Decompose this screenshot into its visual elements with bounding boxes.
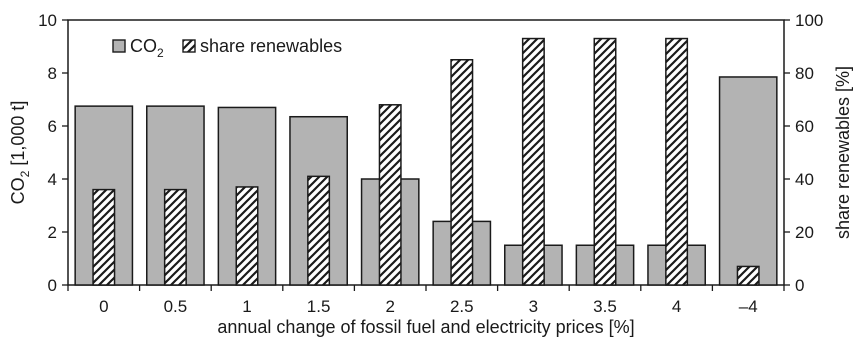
legend-swatch-share-renewables <box>182 39 196 53</box>
x-tick-label: 1 <box>242 297 251 316</box>
x-tick-label: 0.5 <box>164 297 188 316</box>
y-right-tick-label: 0 <box>795 276 804 295</box>
y-right-tick-label: 40 <box>795 170 814 189</box>
bar-share-renewables <box>521 37 545 286</box>
x-tick-label: 1.5 <box>307 297 331 316</box>
bar-share-renewables <box>235 186 259 286</box>
bar-share-renewables <box>163 188 187 286</box>
x-tick-label: 0 <box>99 297 108 316</box>
y-left-tick-label: 10 <box>38 11 57 30</box>
y-right-tick-label: 20 <box>795 223 814 242</box>
y-left-axis-label: CO2 [1,000 t] <box>8 101 32 205</box>
x-tick-label: 3.5 <box>593 297 617 316</box>
bar-share-renewables <box>92 188 116 286</box>
y-left-tick-label: 4 <box>48 170 57 189</box>
y-left-tick-label: 0 <box>48 276 57 295</box>
bar-share-renewables <box>665 37 689 286</box>
legend-swatch-co2 <box>112 39 126 53</box>
y-left-tick-label: 8 <box>48 64 57 83</box>
y-right-tick-label: 80 <box>795 64 814 83</box>
x-tick-label: 4 <box>672 297 681 316</box>
x-tick-label: 2 <box>385 297 394 316</box>
bar-share-renewables <box>736 265 760 286</box>
x-axis-label: annual change of fossil fuel and electri… <box>217 317 634 337</box>
y-left-tick-label: 6 <box>48 117 57 136</box>
bar-share-renewables <box>307 175 331 286</box>
x-tick-label: –4 <box>739 297 758 316</box>
bar-co2 <box>718 76 778 286</box>
x-tick-label: 2.5 <box>450 297 474 316</box>
y-right-tick-label: 60 <box>795 117 814 136</box>
x-tick-label: 3 <box>529 297 538 316</box>
y-right-axis-label: share renewables [%] <box>833 66 853 239</box>
y-right-tick-label: 100 <box>795 11 823 30</box>
y-left-tick-label: 2 <box>48 223 57 242</box>
legend-label-share-renewables: share renewables <box>200 36 342 56</box>
bar-share-renewables <box>593 37 617 286</box>
legend-label-co2: CO2 <box>130 36 164 60</box>
bar-share-renewables <box>378 104 402 286</box>
bar-share-renewables <box>450 59 474 286</box>
